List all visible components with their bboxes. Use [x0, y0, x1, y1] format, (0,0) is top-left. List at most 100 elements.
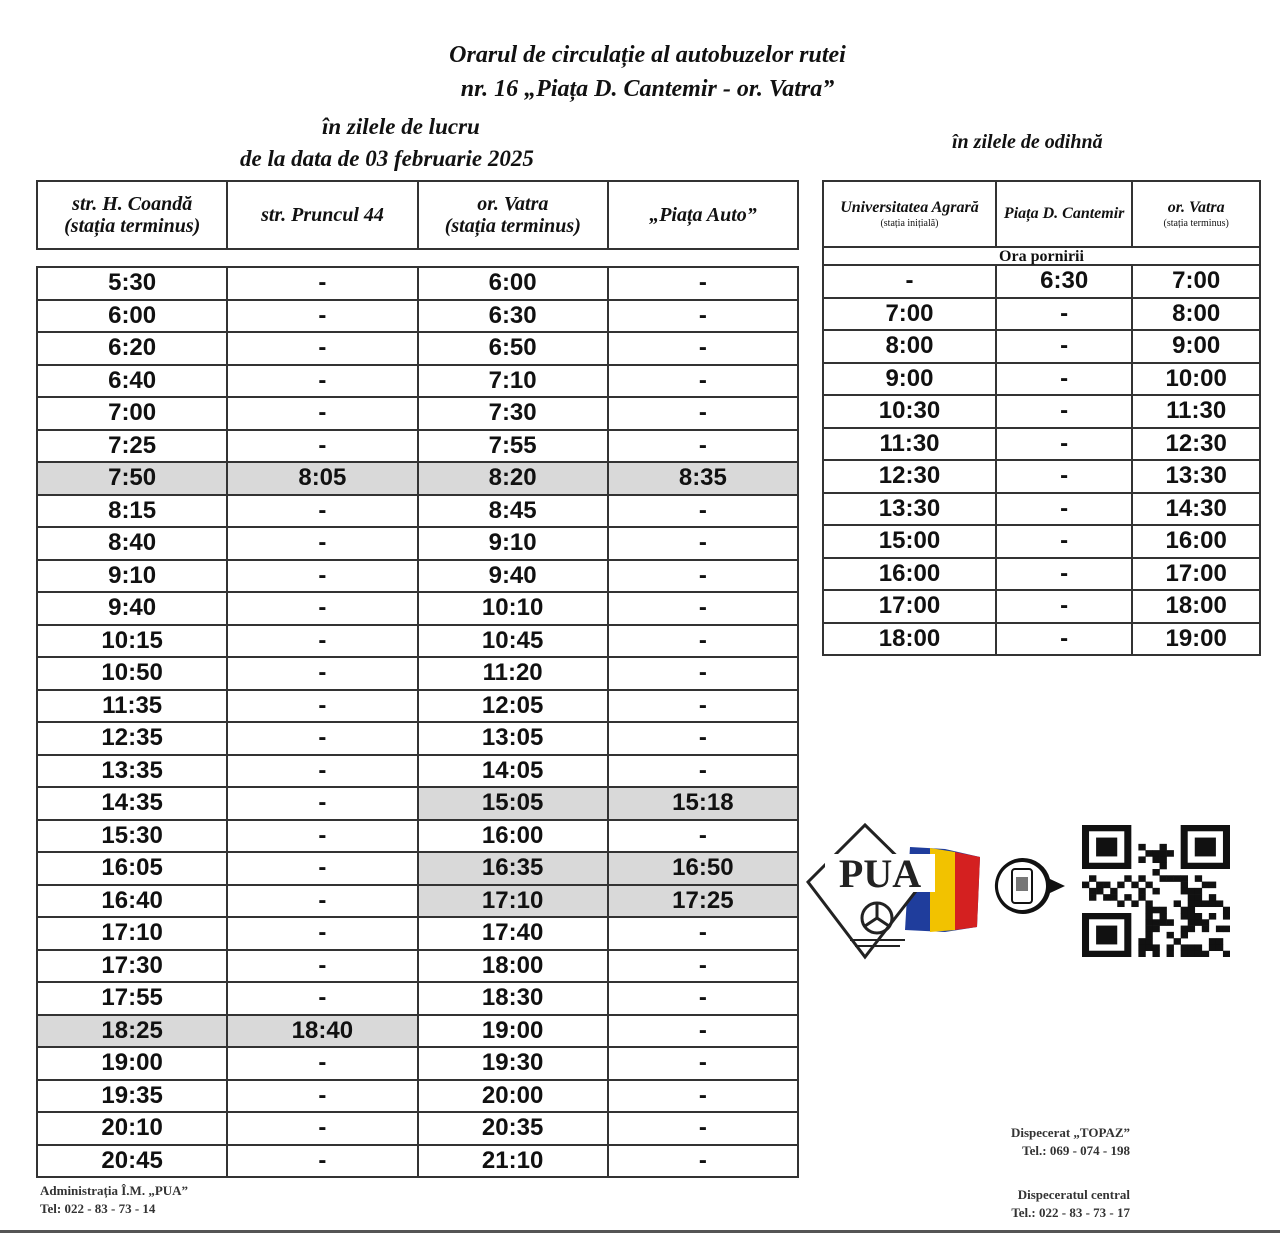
time-cell: -	[606, 981, 800, 1016]
time-cell: -	[606, 688, 800, 723]
column-subtitle: (stația terminus)	[1163, 218, 1229, 229]
table-row: 11:30-12:30	[822, 426, 1261, 461]
weekend-heading: în zilele de odihnă	[952, 131, 1103, 153]
central-tel: Tel.: 022 - 83 - 73 - 17	[1011, 1205, 1130, 1220]
time-cell: 5:30	[35, 266, 229, 301]
time-cell: 17:10	[35, 916, 229, 951]
weekdays-schedule-table: 5:30-6:00-6:00-6:30-6:20-6:50-6:40-7:10-…	[35, 266, 800, 1178]
time-cell: -	[606, 721, 800, 756]
weekdays-heading: în zilele de lucru	[322, 114, 480, 139]
admin-name: Administrația Î.M. „PUA”	[40, 1183, 189, 1198]
weekdays-header-table: str. H. Coandă (stația terminus) str. Prun…	[35, 180, 800, 250]
topaz-name: Dispecerat „TOPAZ”	[1010, 1125, 1130, 1140]
time-cell: 16:50	[606, 851, 800, 886]
time-cell: 19:00	[416, 1013, 609, 1048]
time-cell: 6:30	[416, 298, 609, 333]
time-cell: -	[226, 1111, 419, 1146]
weekdays-column-header: str. H. Coandă (stația terminus)	[35, 180, 229, 250]
time-cell: 19:00	[35, 1046, 229, 1081]
time-cell: 17:30	[35, 948, 229, 983]
time-cell: -	[994, 459, 1134, 494]
central-footer: Dispeceratul central Tel.: 022 - 83 - 73…	[1011, 1186, 1130, 1222]
time-cell: -	[606, 331, 800, 366]
time-cell: 7:50	[35, 461, 229, 496]
time-cell: 9:10	[35, 558, 229, 593]
time-cell: -	[606, 656, 800, 691]
time-cell: -	[606, 818, 800, 853]
time-cell: 17:10	[416, 883, 609, 918]
time-cell: 18:00	[822, 621, 997, 656]
table-row: 8:00-9:00	[822, 329, 1261, 364]
time-cell: 17:00	[822, 589, 997, 624]
title-line-2: nr. 16 „Piața D. Cantemir - or. Vatra”	[460, 76, 835, 102]
time-cell: 11:30	[822, 426, 997, 461]
time-cell: -	[226, 493, 419, 528]
time-cell: 7:30	[416, 396, 609, 431]
table-row: 7:50 8:05 8:20 8:35	[35, 461, 800, 496]
time-cell: -	[606, 363, 800, 398]
table-row: 6:20-6:50-	[35, 331, 800, 366]
time-cell: 16:40	[35, 883, 229, 918]
time-cell: -	[226, 721, 419, 756]
table-row: 8:15-8:45-	[35, 493, 800, 528]
time-cell: -	[226, 331, 419, 366]
table-row: 14:35-15:05 15:18	[35, 786, 800, 821]
ora-pornirii-label: Ora pornirii	[822, 246, 1261, 266]
weekend-column-header: Universitatea Agrară (stația inițială)	[822, 180, 997, 248]
time-cell: -	[606, 1111, 800, 1146]
time-cell: -	[226, 558, 419, 593]
admin-footer: Administrația Î.M. „PUA” Tel: 022 - 83 -…	[40, 1182, 188, 1218]
time-cell: -	[606, 591, 800, 626]
table-row: 7:00-7:30-	[35, 396, 800, 431]
time-cell: 6:20	[35, 331, 229, 366]
time-cell: -	[226, 948, 419, 983]
time-cell: 6:40	[35, 363, 229, 398]
time-cell: 6:00	[416, 266, 609, 301]
weekend-column-header: or. Vatra (stația terminus)	[1131, 180, 1261, 248]
column-subtitle: (stația inițială)	[880, 218, 939, 229]
weekdays-column-header: „Piața Auto”	[606, 180, 800, 250]
column-name: Piața D. Cantemir	[1003, 205, 1125, 222]
table-row: 20:10-20:35-	[35, 1111, 800, 1146]
table-row: 17:30-18:00-	[35, 948, 800, 983]
table-row: 17:00-18:00	[822, 589, 1261, 624]
time-cell: -	[606, 1078, 800, 1113]
table-row: 18:00-19:00	[822, 621, 1261, 656]
time-cell: 9:00	[822, 361, 997, 396]
time-cell: 18:25	[35, 1013, 229, 1048]
time-cell: -	[994, 524, 1134, 559]
time-cell: 16:35	[416, 851, 609, 886]
time-cell: -	[226, 428, 419, 463]
time-cell: -	[226, 688, 419, 723]
table-row: 9:40-10:10-	[35, 591, 800, 626]
time-cell: -	[226, 916, 419, 951]
time-cell: 7:00	[822, 296, 997, 331]
time-cell: 10:45	[416, 623, 609, 658]
time-cell: 9:40	[35, 591, 229, 626]
table-row: 8:40-9:10-	[35, 526, 800, 561]
time-cell: 9:40	[416, 558, 609, 593]
logo-text: PUA	[839, 851, 921, 896]
column-name: str. H. Coandă	[72, 193, 193, 215]
time-cell: -	[606, 1013, 800, 1048]
time-cell: 7:25	[35, 428, 229, 463]
time-cell: 13:05	[416, 721, 609, 756]
topaz-tel: Tel.: 069 - 074 - 198	[1022, 1143, 1130, 1158]
weekdays-date: de la data de 03 februarie 2025	[240, 146, 534, 171]
time-cell: -	[226, 396, 419, 431]
weekend-column-header: Piața D. Cantemir	[994, 180, 1134, 248]
table-row: 12:35-13:05-	[35, 721, 800, 756]
time-cell: -	[822, 264, 997, 299]
time-cell: -	[226, 266, 419, 301]
table-row: 7:25-7:55-	[35, 428, 800, 463]
time-cell: 18:00	[416, 948, 609, 983]
time-cell: 8:05	[226, 461, 419, 496]
time-cell: -	[994, 296, 1134, 331]
time-cell: 6:50	[416, 331, 609, 366]
time-cell: -	[226, 623, 419, 658]
bottom-divider	[0, 1230, 1280, 1233]
qr-code	[1082, 825, 1231, 958]
central-name: Dispeceratul central	[1017, 1187, 1130, 1202]
time-cell: -	[994, 621, 1134, 656]
time-cell: 13:30	[822, 491, 997, 526]
